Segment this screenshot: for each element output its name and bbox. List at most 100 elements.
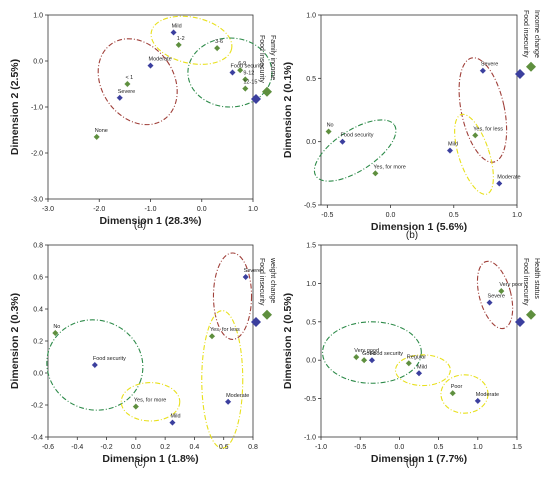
data-point-label: 6-9: [238, 61, 246, 67]
panel-caption: (b): [406, 230, 418, 241]
x-axis-label: Dimension 1 (5.6%): [371, 221, 467, 233]
x-axis-label: Dimension 1 (7.7%): [371, 453, 467, 465]
cluster-ellipse-green: [187, 37, 273, 108]
y-tick-label: 1.5: [306, 243, 316, 250]
legend-entry-label: Family income: [269, 35, 276, 80]
data-point-label: Severe: [244, 268, 261, 274]
x-tick-label: -1.0: [315, 444, 327, 451]
data-point-label: Yes, for more: [373, 164, 406, 170]
y-tick-label: -3.0: [31, 197, 43, 204]
data-point-marker: [360, 356, 368, 364]
y-tick-label: 0.0: [306, 358, 316, 365]
cluster-ellipse-yellow: [120, 382, 181, 422]
x-tick-label: 0.4: [190, 444, 200, 451]
x-tick-label: -1.0: [144, 206, 156, 213]
legend-marker: [515, 69, 525, 79]
data-point-label: Moderate: [149, 57, 172, 63]
data-point-label: Poor: [451, 384, 463, 390]
data-point-label: Moderate: [226, 393, 249, 399]
data-point-marker: [93, 133, 101, 141]
data-point-marker: [51, 329, 59, 337]
panel-caption: (a): [134, 220, 146, 231]
x-tick-label: 0.0: [197, 206, 207, 213]
legend-entry-label: weight change: [269, 257, 276, 303]
data-point-label: 9-12: [243, 70, 254, 76]
y-tick-label: -0.2: [31, 403, 43, 410]
legend-entry-label: Health status: [533, 258, 540, 299]
x-axis-label: Dimension 1 (1.8%): [102, 453, 198, 465]
data-point-label: Very good: [354, 348, 379, 354]
x-tick-label: 1.0: [512, 212, 522, 219]
cluster-ellipse-yellow: [440, 374, 489, 414]
x-tick-label: 0.0: [395, 444, 405, 451]
data-point-label: Severe: [481, 62, 498, 68]
data-point-label: Moderate: [497, 174, 520, 180]
data-point-marker: [224, 398, 232, 406]
data-point-marker: [446, 147, 454, 155]
legend-entry-label: Income change: [533, 10, 540, 58]
x-tick-label: -0.2: [101, 444, 113, 451]
data-point-label: Mild: [172, 23, 182, 29]
data-point-marker: [116, 94, 124, 102]
data-point-label: Food security: [231, 64, 264, 70]
y-tick-label: 0.0: [306, 139, 316, 146]
legend-marker: [515, 317, 525, 327]
data-point-marker: [242, 273, 250, 281]
chart-panel-4: -1.0 -0.5 0.0 0.5 1.0 1.5 1.5 1.0 0.5 0.0 -0.5 -1.0…: [282, 243, 540, 470]
cluster-ellipse-green: [322, 321, 422, 384]
y-tick-label: 1.0: [306, 13, 316, 20]
data-point-marker: [241, 85, 249, 93]
cluster-ellipse-yellow: [454, 113, 494, 195]
legend-marker: [251, 94, 261, 104]
x-tick-label: 1.0: [248, 206, 258, 213]
data-point-label: < 1: [125, 75, 133, 81]
y-tick-label: 1.0: [33, 13, 43, 20]
data-point-label: 1-2: [177, 36, 185, 42]
cluster-ellipse-green: [313, 119, 397, 182]
legend-marker: [262, 86, 272, 97]
panel-caption: (c): [134, 458, 146, 469]
x-tick-label: -3.0: [42, 206, 54, 213]
data-point-marker: [236, 66, 244, 74]
data-point-label: Severe: [488, 294, 505, 300]
data-point-label: Food security: [93, 356, 126, 362]
x-tick-label: -0.5: [321, 212, 333, 219]
data-point-marker: [241, 75, 249, 83]
data-point-label: Mild: [417, 364, 427, 370]
x-tick-label: -2.0: [93, 206, 105, 213]
legend-marker: [526, 309, 536, 320]
legend-marker: [262, 309, 272, 320]
legend-marker: [251, 317, 261, 327]
y-axis-label: Dimension 2 (0.5%): [282, 293, 294, 389]
data-point-marker: [479, 67, 487, 75]
data-point-label: Very poor: [499, 282, 523, 288]
x-tick-label: 1.5: [512, 444, 522, 451]
data-point-marker: [168, 419, 176, 427]
data-point-label: Good: [362, 351, 375, 357]
data-point-label: Severe: [118, 89, 135, 95]
plot-frame: [320, 14, 518, 206]
legend-marker: [526, 61, 536, 72]
data-point-marker: [371, 169, 379, 177]
data-point-marker: [91, 361, 99, 369]
data-point-label: Yes, for less: [210, 327, 240, 333]
x-axis-label: Dimension 1 (28.3%): [99, 215, 201, 227]
chart-panel-3: -0.6 -0.4 -0.2 0.0 0.2 0.4 0.6 0.80.80.60.40.20…: [9, 243, 276, 470]
cluster-ellipse-red: [212, 252, 253, 340]
cluster-ellipse-yellow: [150, 15, 233, 65]
y-tick-label: -1.0: [304, 435, 316, 442]
x-tick-label: 1.0: [473, 444, 483, 451]
y-axis-label: Dimension 2 (2.5%): [9, 59, 21, 155]
data-point-label: Moderate: [476, 392, 499, 398]
x-tick-label: 0.5: [434, 444, 444, 451]
x-tick-label: -0.6: [42, 444, 54, 451]
x-tick-label: -0.4: [71, 444, 83, 451]
data-point-label: Regular: [407, 354, 426, 360]
data-point-marker: [208, 332, 216, 340]
data-point-label: Food security: [340, 133, 373, 139]
y-axis-label: Dimension 2 (0.3%): [9, 293, 21, 389]
data-point-marker: [415, 369, 423, 377]
data-point-label: Yes, for less: [473, 126, 503, 132]
y-axis-label: Dimension 2 (0.1%): [282, 62, 294, 158]
